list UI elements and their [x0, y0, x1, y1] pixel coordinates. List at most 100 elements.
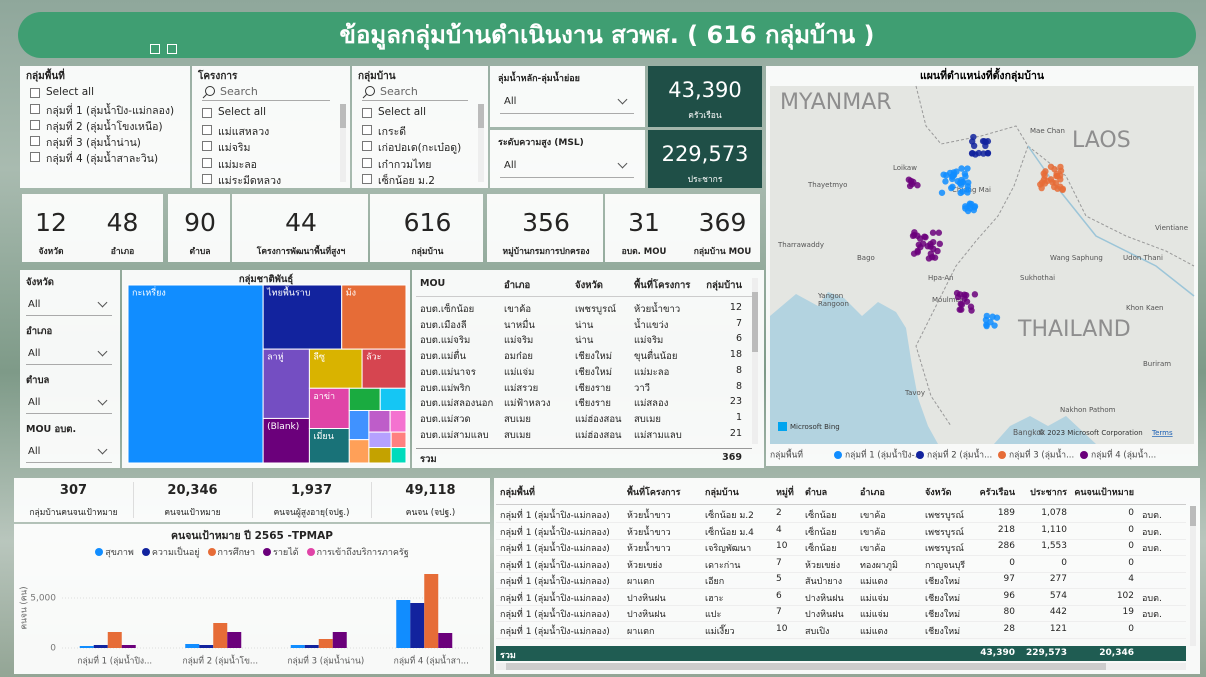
row-rule — [496, 539, 1186, 540]
scrollbar[interactable] — [478, 104, 484, 182]
scrollbar[interactable] — [752, 278, 758, 444]
table-cell: ผาแตก — [627, 574, 654, 588]
legend-label: กลุ่มที่ 4 (ลุ่มน้ำ... — [1091, 449, 1156, 461]
table-cell: เขาค้อ — [860, 541, 886, 555]
slicer-item[interactable]: แม่ระมีดหลวง — [202, 172, 338, 187]
search-icon — [362, 85, 376, 99]
table-cell: อบต.เซ็กน้อย — [420, 302, 474, 317]
slicer-item[interactable]: เกระดี — [362, 123, 476, 138]
search-box[interactable]: Search — [202, 84, 330, 101]
treemap-tile — [128, 285, 263, 463]
treemap-label: ม้ง — [346, 288, 356, 299]
table-cell: 0 — [1024, 508, 1134, 518]
legend-dot — [1080, 451, 1088, 459]
map-place-label: Nakhon Pathom — [1060, 406, 1116, 414]
dropdown[interactable]: All — [26, 296, 112, 316]
slicer-title: โครงการ — [198, 69, 237, 84]
y-tick-label: 0 — [50, 644, 56, 654]
bar — [424, 574, 438, 648]
kpi-label: ตำบล — [168, 244, 232, 258]
table-cell: ห้วยน้ำขาว — [627, 525, 671, 539]
legend-label: กลุ่มที่ 2 (ลุ่มน้ำ... — [927, 449, 992, 461]
map-credit: Terms — [1151, 429, 1173, 437]
table-cell: กลุ่มบ้าน — [705, 485, 739, 499]
total-value: 369 — [642, 452, 742, 463]
scrollbar[interactable] — [340, 104, 346, 182]
filter-title: MOU อบต. — [26, 422, 76, 437]
slicer-item[interactable]: แม่มะลอ — [202, 156, 338, 171]
slicer-item[interactable]: เก๋ากวมไทย — [362, 156, 476, 171]
dropdown[interactable]: All — [500, 156, 634, 178]
search-placeholder: Search — [380, 85, 418, 98]
table-cell: เฮาะ — [705, 591, 723, 605]
checkbox — [202, 174, 212, 184]
treemap-panel: กลุ่มชาติพันธุ์กะเหรี่ยงไทยพื้นราบม้งลาห… — [122, 270, 410, 468]
slicer-item[interactable]: แม่จริม — [202, 139, 338, 154]
table-cell: 12 — [642, 302, 742, 313]
slicer-item-label: แม่ระมีดหลวง — [218, 172, 281, 189]
row-rule — [496, 605, 1186, 606]
map-place-label: Tavoy — [904, 389, 925, 397]
map-title: แผนที่ตำแหน่งที่ตั้งกลุ่มบ้าน — [920, 67, 1045, 83]
map-location — [972, 291, 978, 297]
table-cell: อบต.แม่ตื่น — [420, 349, 466, 364]
table-cell: กลุ่มที่ 1 (ลุ่มน้ำปิง-แม่กลอง) — [500, 525, 610, 539]
kpi-label: โครงการพัฒนาพื้นที่สูงฯ — [232, 244, 370, 258]
legend-label: กลุ่มที่ 1 (ลุ่มน้ำปิง-... — [845, 449, 923, 461]
table-cell: อบต.แม่สวด — [420, 412, 471, 427]
scrollbar[interactable] — [1190, 506, 1196, 646]
table-cell: อบต. — [1142, 607, 1162, 621]
kpi-value: 616 — [370, 208, 485, 237]
chevron — [618, 95, 628, 105]
map-location — [962, 173, 968, 179]
kpi-value: 1,937 — [252, 483, 371, 498]
kpi-label: อบต. MOU — [605, 244, 683, 258]
slicer-item[interactable]: เก่อปอเด(กะเบ๋อดู) — [362, 139, 476, 154]
dropdown-value: All — [504, 160, 516, 171]
slicer-item[interactable]: เซ็กน้อย ม.2 — [362, 172, 476, 187]
kpi-value: 31 — [605, 208, 683, 237]
map-location — [962, 203, 968, 209]
x-tick-label: กลุ่มที่ 1 (ลุ่มน้ำปิง... — [77, 655, 152, 667]
slicer-item[interactable]: Select all — [30, 86, 178, 101]
slicer-item[interactable]: กลุ่มที่ 3 (ลุ่มน้ำน่าน) — [30, 134, 178, 149]
slicer-item[interactable]: Select all — [202, 106, 338, 121]
slicer-item[interactable]: กลุ่มที่ 2 (ลุ่มน้ำโขงเหนือ) — [30, 118, 178, 133]
dropdown-value: All — [28, 299, 40, 310]
table-cell: แม่จริม — [504, 333, 533, 348]
map-location — [949, 184, 955, 190]
kpi-value: 356 — [487, 208, 605, 237]
kpi-value: 369 — [683, 208, 762, 237]
filter-icon[interactable] — [150, 44, 160, 54]
search-placeholder: Search — [220, 85, 258, 98]
dropdown[interactable]: All — [26, 345, 112, 365]
slicer-item[interactable]: แม่แสหลวง — [202, 123, 338, 138]
dropdown[interactable]: All — [500, 92, 634, 114]
map-location — [914, 233, 920, 239]
kpi-cell: 369กลุ่มบ้าน MOU — [683, 194, 762, 262]
map-location — [961, 291, 967, 297]
row-rule — [496, 572, 1186, 573]
slicer-item[interactable]: กลุ่มที่ 1 (ลุ่มน้ำปิง-แม่กลอง) — [30, 102, 178, 117]
legend-dot — [998, 451, 1006, 459]
map-location — [958, 306, 964, 312]
dropdown[interactable]: All — [26, 443, 112, 463]
scrollbar[interactable] — [496, 663, 1186, 670]
map-location — [940, 171, 946, 177]
table-cell: เซ็กน้อย ม.2 — [705, 508, 754, 522]
map-location — [939, 190, 945, 196]
search-box[interactable]: Search — [362, 84, 468, 101]
slicer-item[interactable]: กลุ่มที่ 4 (ลุ่มน้ำสาละวิน) — [30, 150, 178, 165]
dropdown-panel: ระดับความสูง (MSL)All — [490, 130, 645, 188]
map-location — [1048, 176, 1054, 182]
focus-icon[interactable] — [167, 44, 177, 54]
search-icon-lens — [366, 87, 375, 96]
table-cell: 7 — [776, 558, 782, 568]
table-cell: อบต.เมืองลี — [420, 318, 467, 333]
table-cell: แม่แตง — [860, 574, 888, 588]
dropdown-value: All — [28, 348, 40, 359]
table-cell: เขาค้อ — [504, 302, 531, 317]
dropdown[interactable]: All — [26, 394, 112, 414]
slicer-item[interactable]: Select all — [362, 106, 476, 121]
